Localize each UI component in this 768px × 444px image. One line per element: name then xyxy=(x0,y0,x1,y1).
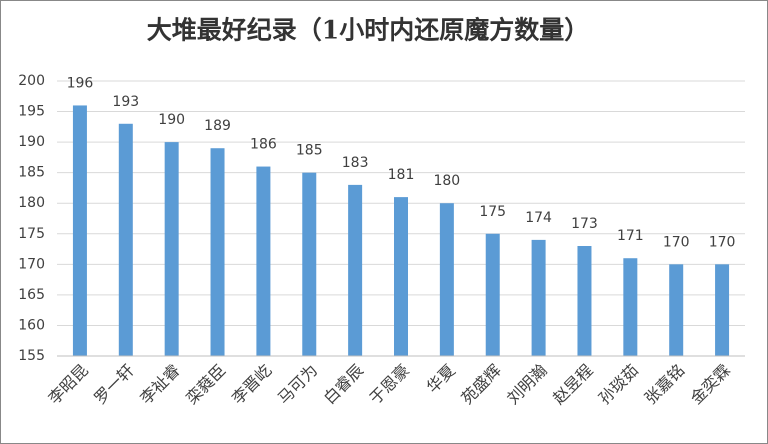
data-label: 186 xyxy=(250,137,277,153)
data-label: 175 xyxy=(479,204,506,220)
bar xyxy=(72,105,87,356)
data-label: 183 xyxy=(342,155,369,171)
y-tick-label: 175 xyxy=(18,226,45,242)
y-tick-label: 200 xyxy=(18,73,45,89)
data-label: 170 xyxy=(709,234,736,250)
data-label: 196 xyxy=(67,75,94,91)
bar xyxy=(485,233,500,356)
bar xyxy=(394,197,408,356)
y-tick-label: 170 xyxy=(18,256,45,272)
data-label: 180 xyxy=(433,173,460,189)
y-tick-label: 165 xyxy=(18,287,45,303)
y-tick-label: 195 xyxy=(18,104,45,120)
bar xyxy=(302,172,317,356)
data-label: 173 xyxy=(571,216,598,232)
data-label: 190 xyxy=(158,112,185,128)
bar xyxy=(715,264,730,356)
y-tick-label: 180 xyxy=(18,195,45,211)
y-tick-label: 155 xyxy=(18,348,45,364)
y-tick-label: 160 xyxy=(18,317,45,333)
y-tick-label: 190 xyxy=(18,134,45,150)
bar xyxy=(623,258,638,356)
bar xyxy=(256,166,271,356)
bar xyxy=(669,264,684,356)
bar xyxy=(439,203,454,356)
data-label: 193 xyxy=(112,94,139,110)
chart-title: 大堆最好纪录（1小时内还原魔方数量） xyxy=(147,16,589,45)
data-label: 170 xyxy=(663,234,690,250)
data-label: 185 xyxy=(296,143,323,159)
data-label: 171 xyxy=(617,228,644,244)
bar xyxy=(210,148,225,356)
bar xyxy=(531,239,546,356)
data-label: 189 xyxy=(204,118,231,134)
bar xyxy=(164,142,179,356)
data-label: 174 xyxy=(525,210,552,226)
bar xyxy=(118,123,133,357)
y-tick-label: 185 xyxy=(18,165,45,181)
bar xyxy=(577,246,592,356)
data-label: 181 xyxy=(388,167,415,183)
bar xyxy=(348,184,363,356)
